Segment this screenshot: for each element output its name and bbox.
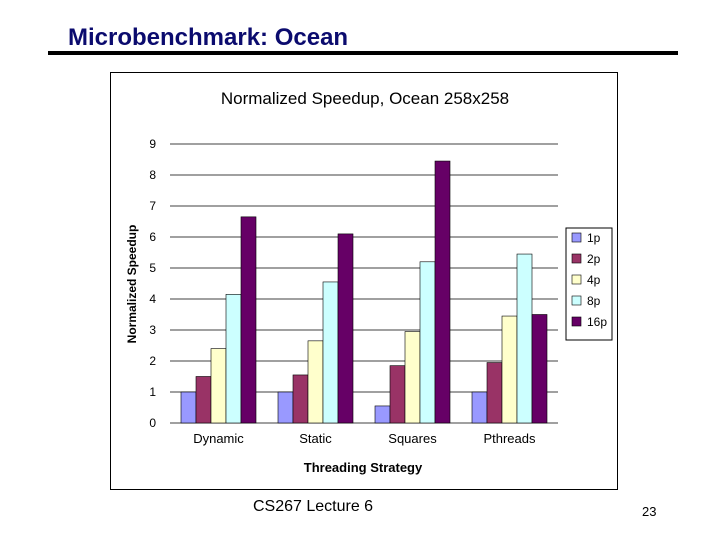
x-tick-label: Squares	[388, 431, 437, 446]
y-tick-label: 9	[149, 137, 156, 151]
footer-lecture: CS267 Lecture 6	[253, 498, 374, 515]
y-tick-label: 1	[149, 385, 156, 399]
bar-2p-pthreads	[486, 362, 503, 424]
bar-1p-dynamic	[180, 391, 197, 424]
legend-swatch-2p	[571, 253, 582, 264]
x-tick-label: Static	[299, 431, 332, 446]
chart: Normalized Speedup, Ocean 258x258 Normal…	[125, 89, 613, 475]
bar-4p-pthreads	[501, 315, 518, 424]
y-tick-label: 6	[149, 230, 156, 244]
legend-swatch-16p	[571, 316, 582, 327]
x-axis-label: Threading Strategy	[304, 460, 423, 475]
bar-1p-pthreads	[471, 391, 488, 424]
x-tick-label: Pthreads	[483, 431, 536, 446]
bar-8p-squares	[419, 261, 436, 424]
y-tick-label: 4	[149, 292, 156, 306]
page-number: 23	[642, 504, 657, 519]
bar-2p-dynamic	[195, 376, 212, 424]
legend-label-8p: 8p	[587, 294, 601, 308]
y-tick-label: 3	[149, 323, 156, 337]
bar-1p-static	[277, 391, 294, 424]
slide-title: Microbenchmark: Ocean	[68, 24, 349, 51]
bar-16p-static	[337, 233, 354, 424]
x-tick-label: Dynamic	[193, 431, 244, 446]
y-tick-label: 7	[149, 199, 156, 213]
y-axis-label: Normalized Speedup	[125, 225, 139, 344]
y-tick-label: 0	[149, 416, 156, 430]
bar-16p-pthreads	[531, 314, 548, 424]
bar-16p-dynamic	[240, 216, 257, 424]
legend-swatch-4p	[571, 274, 582, 285]
legend-swatch-8p	[571, 295, 582, 306]
bar-8p-pthreads	[516, 253, 533, 424]
legend-label-4p: 4p	[587, 273, 601, 287]
bar-4p-static	[307, 340, 324, 424]
title-underline	[48, 51, 678, 55]
legend-label-16p: 16p	[587, 315, 607, 329]
legend-swatch-1p	[571, 232, 582, 243]
legend-label-1p: 1p	[587, 231, 601, 245]
bar-1p-squares	[374, 405, 391, 424]
bar-8p-static	[322, 281, 339, 424]
chart-title: Normalized Speedup, Ocean 258x258	[221, 89, 509, 108]
y-tick-label: 2	[149, 354, 156, 368]
y-tick-label: 8	[149, 168, 156, 182]
bar-2p-squares	[389, 365, 406, 424]
bar-16p-squares	[434, 160, 451, 424]
bar-2p-static	[292, 374, 309, 424]
y-tick-label: 5	[149, 261, 156, 275]
bar-4p-squares	[404, 331, 421, 424]
bar-8p-dynamic	[225, 294, 242, 424]
bar-4p-dynamic	[210, 348, 227, 424]
legend-label-2p: 2p	[587, 252, 601, 266]
